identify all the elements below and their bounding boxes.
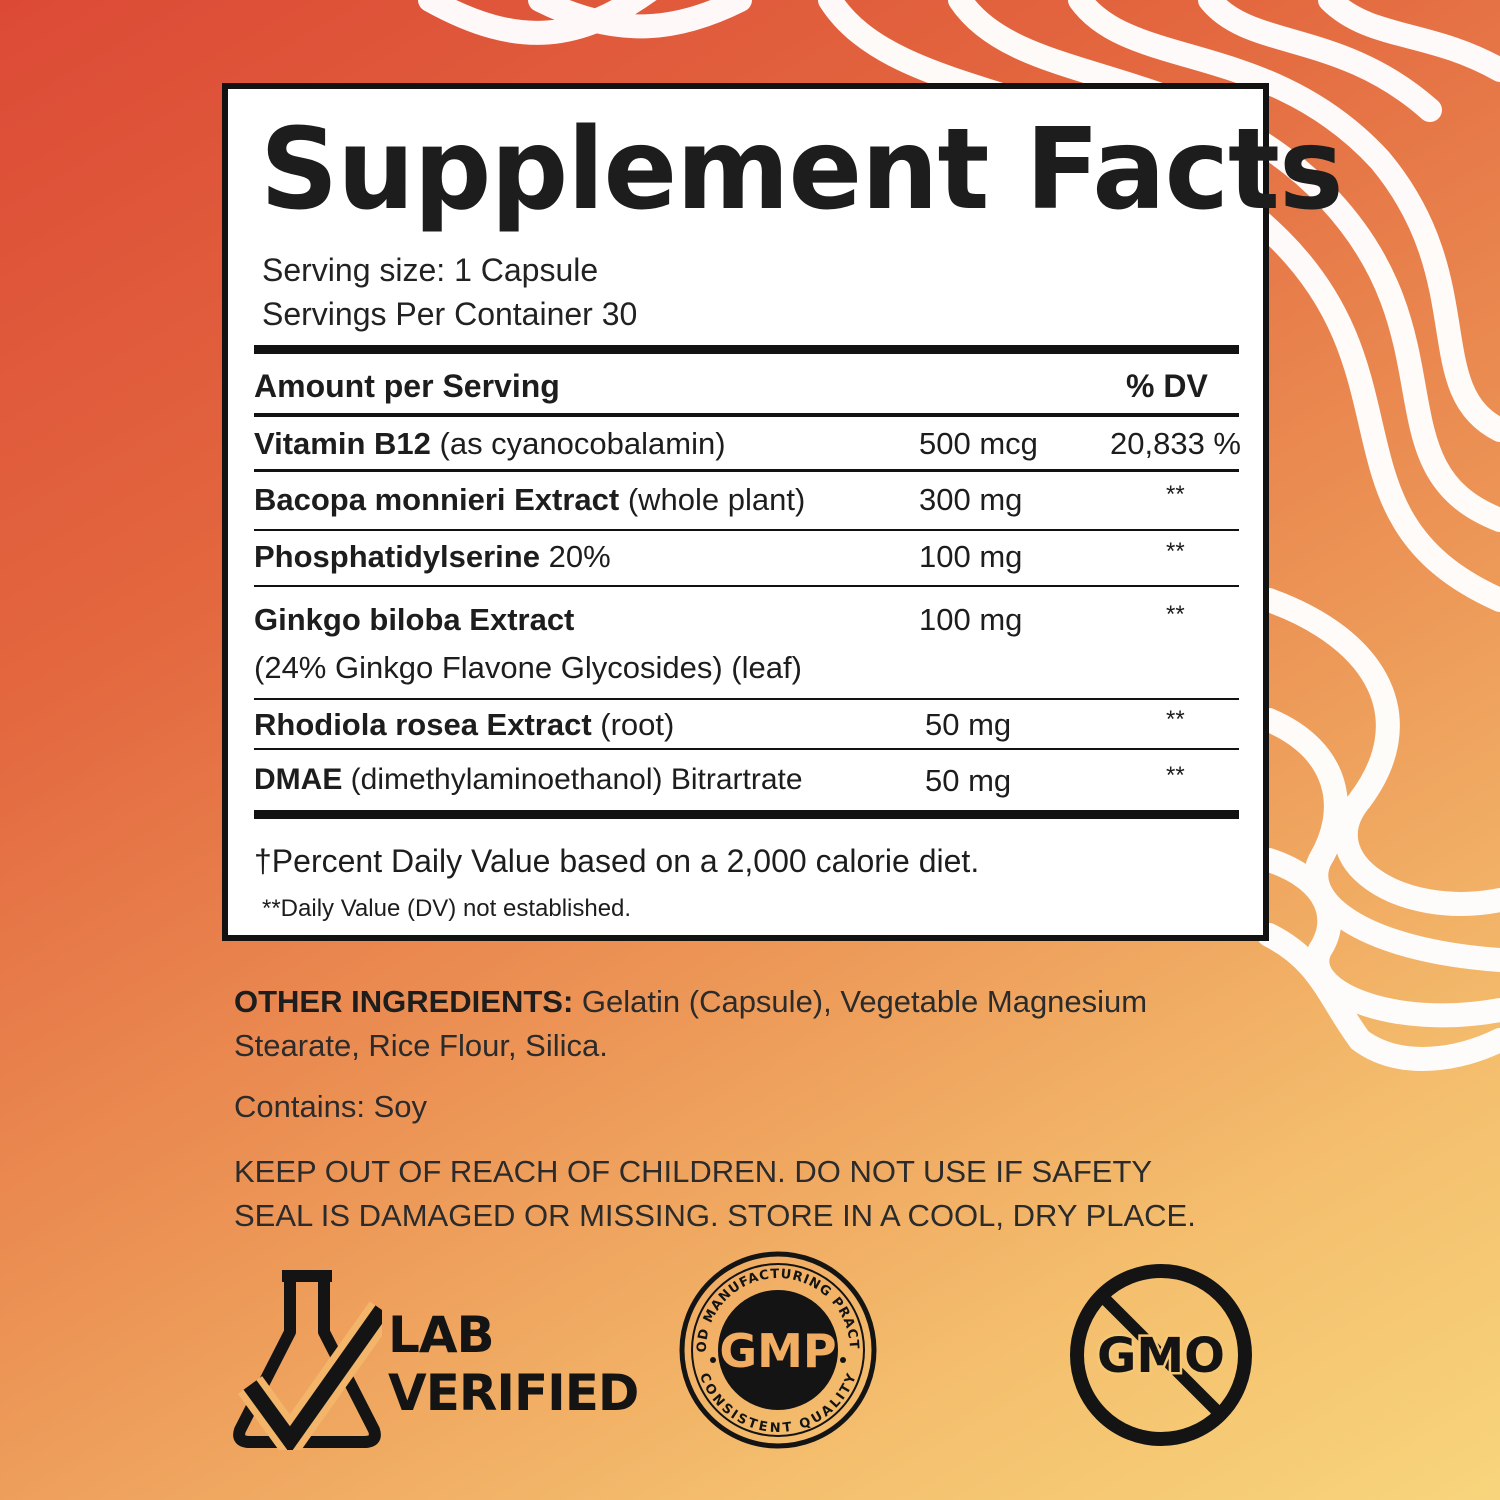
nutrient-amount: 100 mg [919, 602, 1023, 637]
servings-per-container: Servings Per Container 30 [262, 296, 638, 332]
nutrient-dv: ** [1166, 481, 1185, 508]
nutrient-name: Bacopa monnieri Extract [254, 482, 620, 517]
nutrient-detail: (root) [591, 707, 675, 742]
other-ingredients-label: OTHER INGREDIENTS: [234, 984, 574, 1019]
warning-line1: KEEP OUT OF REACH OF CHILDREN. DO NOT US… [234, 1154, 1153, 1189]
nutrient-amount: 300 mg [919, 482, 1023, 517]
no-gmo-icon: GMO [1070, 1264, 1252, 1446]
nutrient-detail: 20% [539, 539, 611, 574]
nutrient-amount: 50 mg [925, 707, 1012, 742]
gmp-seal-icon: GOOD MANUFACTURING PRACTICE CONSISTENT Q… [678, 1250, 877, 1449]
nutrient-amount: 100 mg [919, 539, 1023, 574]
lab-label: LAB [388, 1306, 495, 1364]
nutrient-name: DMAE [254, 763, 343, 796]
verified-label: VERIFIED [388, 1364, 639, 1422]
table-row: Rhodiola rosea Extract (root) [254, 707, 674, 743]
table-row: Vitamin B12 (as cyanocobalamin) [254, 426, 726, 462]
supplement-facts-panel: Supplement Facts Serving size: 1 Capsule… [222, 83, 1344, 941]
nutrient-name: Vitamin B12 [254, 426, 431, 461]
flask-check-icon [233, 1270, 382, 1450]
table-row: DMAE (dimethylaminoethanol) Bitrartrate [254, 763, 803, 797]
nutrient-dv: ** [1166, 762, 1185, 789]
warning-line2: SEAL IS DAMAGED OR MISSING. STORE IN A C… [234, 1198, 1196, 1233]
contains-allergen: Contains: Soy [234, 1089, 427, 1124]
row-divider [254, 748, 1239, 750]
other-ingredients: OTHER INGREDIENTS: Gelatin (Capsule), Ve… [234, 980, 1147, 1068]
rule-under-header [254, 413, 1239, 417]
rule-thick-top [254, 345, 1239, 354]
lab-verified-badge: LAB VERIFIED [232, 1270, 639, 1450]
row-divider [254, 529, 1239, 531]
nutrient-dv: ** [1166, 706, 1185, 733]
nutrient-dv: ** [1166, 601, 1185, 628]
nutrient-dv: 20,833 % [1110, 426, 1241, 461]
nutrient-amount: 500 mcg [919, 426, 1038, 461]
amount-header: Amount per Serving [254, 368, 560, 404]
nutrient-name: Phosphatidylserine [254, 539, 540, 574]
footnote-daily-value: †Percent Daily Value based on a 2,000 ca… [254, 843, 980, 879]
rule-thick-bottom [254, 810, 1239, 819]
gmp-center-text: GMP [719, 1324, 836, 1378]
nutrient-detail: (whole plant) [619, 482, 806, 517]
nutrient-detail: (as cyanocobalamin) [430, 426, 726, 461]
row-divider [254, 698, 1239, 700]
nutrient-name: Ginkgo biloba Extract [254, 602, 575, 637]
gmo-text: GMO [1097, 1328, 1225, 1384]
panel-title: Supplement Facts [260, 105, 1344, 235]
nutrient-detail: (dimethylaminoethanol) Bitrartrate [342, 763, 803, 796]
nutrient-detail: (24% Ginkgo Flavone Glycosides) (leaf) [254, 650, 802, 685]
other-ingredients-line2: Stearate, Rice Flour, Silica. [234, 1028, 608, 1063]
row-divider [254, 469, 1239, 472]
serving-size: Serving size: 1 Capsule [262, 252, 599, 288]
nutrient-name: Rhodiola rosea Extract [254, 707, 592, 742]
dv-header: % DV [1126, 368, 1208, 404]
row-divider [254, 585, 1239, 587]
nutrient-dv: ** [1166, 538, 1185, 565]
lab-verified-label: LAB VERIFIED [388, 1306, 639, 1422]
table-row: Ginkgo biloba Extract [254, 602, 574, 638]
nutrient-amount: 50 mg [925, 763, 1012, 798]
table-row: Phosphatidylserine 20% [254, 539, 611, 575]
table-row: Bacopa monnieri Extract (whole plant) [254, 482, 805, 518]
other-ingredients-line1: Gelatin (Capsule), Vegetable Magnesium [573, 984, 1148, 1019]
warning-text: KEEP OUT OF REACH OF CHILDREN. DO NOT US… [234, 1150, 1196, 1238]
footnote-dv-not-established: **Daily Value (DV) not established. [262, 895, 632, 922]
